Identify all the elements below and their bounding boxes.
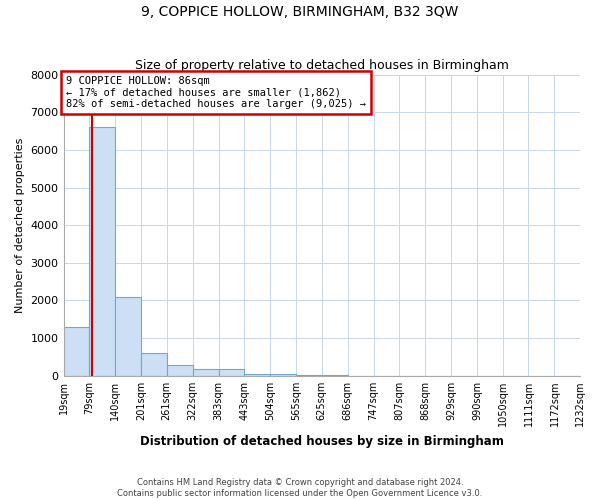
Text: 9 COPPICE HOLLOW: 86sqm
← 17% of detached houses are smaller (1,862)
82% of semi: 9 COPPICE HOLLOW: 86sqm ← 17% of detache… xyxy=(66,76,366,110)
Bar xyxy=(64,327,89,376)
Bar xyxy=(296,374,322,376)
X-axis label: Distribution of detached houses by size in Birmingham: Distribution of detached houses by size … xyxy=(140,434,504,448)
Bar xyxy=(270,374,296,376)
Bar xyxy=(115,296,141,376)
Bar xyxy=(193,369,218,376)
Bar xyxy=(89,128,115,376)
Bar xyxy=(141,353,167,376)
Bar xyxy=(167,366,193,376)
Bar xyxy=(244,374,270,376)
Bar xyxy=(218,369,244,376)
Text: Contains HM Land Registry data © Crown copyright and database right 2024.
Contai: Contains HM Land Registry data © Crown c… xyxy=(118,478,482,498)
Text: 9, COPPICE HOLLOW, BIRMINGHAM, B32 3QW: 9, COPPICE HOLLOW, BIRMINGHAM, B32 3QW xyxy=(142,5,458,19)
Y-axis label: Number of detached properties: Number of detached properties xyxy=(15,138,25,313)
Title: Size of property relative to detached houses in Birmingham: Size of property relative to detached ho… xyxy=(135,59,509,72)
